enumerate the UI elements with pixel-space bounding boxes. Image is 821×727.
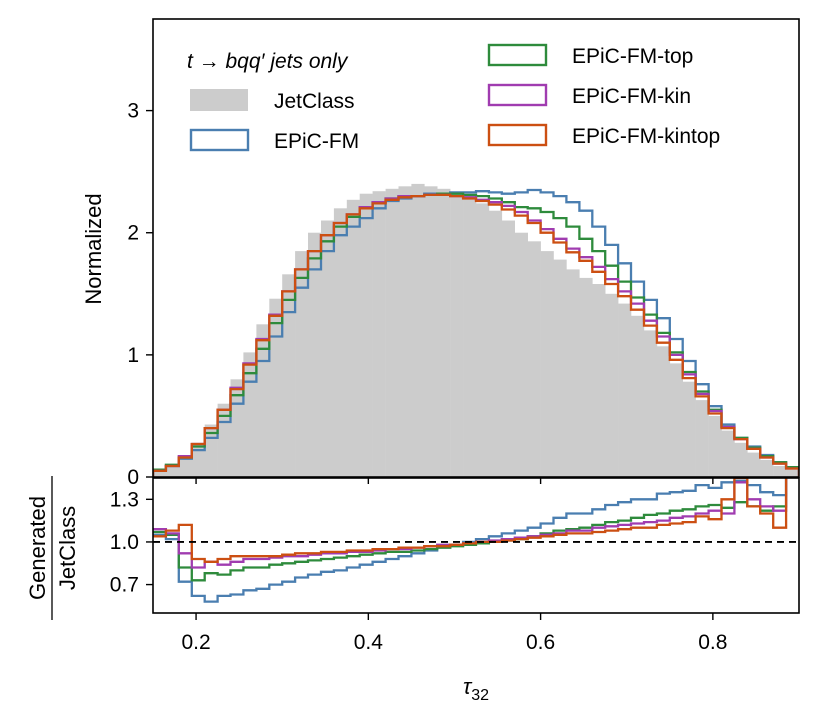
histogram-bar: [695, 400, 709, 477]
histogram-bar: [153, 470, 167, 477]
histogram-bar: [669, 363, 683, 477]
ratio-y-tick-label: 1.0: [110, 531, 139, 554]
histogram-bar: [243, 352, 257, 477]
histogram-bar: [230, 379, 244, 477]
histogram-bar: [437, 188, 451, 477]
legend-label-epic-fm-top: EPiC-FM-top: [572, 45, 693, 68]
legend-swatch-epic-fm: [189, 128, 250, 152]
histogram-bar: [191, 442, 205, 477]
histogram-bar: [644, 330, 658, 477]
legend-label-epic-fm: EPiC-FM: [274, 130, 359, 153]
histogram-bar: [786, 469, 799, 477]
ratio-line-epic-fm-top: [153, 478, 788, 582]
legend-swatch-epic-fm-kin: [487, 83, 548, 107]
legend-label-epic-fm-kin: EPiC-FM-kin: [572, 85, 691, 108]
histogram-bar: [514, 232, 528, 477]
ratio-axes-frame: [152, 477, 800, 614]
histogram-bar: [424, 186, 438, 477]
histogram-bar: [631, 315, 645, 477]
y-tick-label: 3: [127, 100, 139, 123]
histogram-bar: [721, 430, 735, 477]
histogram-bar: [372, 191, 386, 477]
ratio-plot-area: [153, 478, 799, 603]
histogram-bar: [295, 251, 309, 477]
histogram-bar: [411, 183, 425, 477]
legend-swatch-epic-fm-top: [487, 43, 548, 67]
ratio-panel: 0.7 1.0 1.3 0.2 0.4 0.6 0.8: [110, 477, 800, 654]
histogram-bar: [398, 186, 412, 477]
histogram-bar: [734, 442, 748, 477]
legend-title: t → bqq′ jets only: [187, 50, 349, 73]
histogram-bar: [165, 466, 180, 477]
histogram-bar: [747, 452, 761, 477]
histogram-bar: [308, 232, 322, 477]
histogram-bar: [333, 208, 348, 477]
histogram-bar: [527, 241, 541, 477]
main-y-axis-label: Normalized: [81, 193, 106, 304]
histogram-bar: [618, 303, 632, 477]
histogram-bar: [579, 277, 593, 477]
y-tick-label: 1: [127, 344, 139, 367]
y-tick-label: 2: [127, 222, 139, 245]
histogram-bar: [501, 220, 515, 477]
ratio-y-axis-label-bottom: JetClass: [55, 506, 80, 590]
series-jetclass: [153, 183, 799, 477]
legend: t → bqq′ jets only JetClass EPiC-FM EPiC-FM…: [187, 43, 720, 153]
main-panel: 0 1 2 3: [127, 18, 800, 489]
ratio-y-axis-label-top: Generated: [25, 496, 50, 600]
histogram-bar: [256, 324, 270, 477]
histogram-bar: [682, 381, 696, 477]
histogram-bar: [488, 210, 503, 477]
x-tick-label: 0.2: [181, 631, 210, 654]
x-tick-label: 0.4: [354, 631, 384, 654]
histogram-bar: [321, 220, 335, 477]
histogram-bar: [217, 403, 231, 477]
histogram-bar: [566, 269, 580, 477]
x-tick-label: 0.8: [698, 631, 727, 654]
main-axes-frame: [152, 18, 800, 478]
histogram-bar: [178, 456, 192, 477]
histogram-bar: [605, 293, 619, 477]
legend-swatch-epic-fm-kintop: [487, 123, 548, 147]
histogram-bar: [553, 259, 567, 477]
x-axis-label: τ32: [463, 674, 489, 704]
histogram-bar: [476, 203, 490, 477]
legend-label-epic-fm-kintop: EPiC-FM-kintop: [572, 125, 720, 148]
y-tick-label: 0: [127, 466, 139, 489]
legend-swatch-jetclass: [190, 89, 248, 111]
ratio-y-tick-label: 1.3: [110, 488, 139, 511]
histogram-bar: [385, 188, 399, 477]
histogram-bar: [463, 196, 477, 477]
main-plot-area: [153, 183, 799, 477]
ratio-line-epic-fm: [153, 478, 788, 603]
histogram-bar: [592, 284, 606, 477]
series-line-epic-fm-kintop: [153, 193, 799, 477]
histogram-bar: [708, 415, 722, 477]
histogram-bar: [359, 193, 373, 477]
histogram-bar: [282, 274, 296, 477]
histogram-bar: [269, 298, 283, 477]
histogram-bar: [346, 199, 360, 477]
ratio-y-tick-label: 0.7: [110, 574, 139, 597]
axis-labels: Normalized Generated JetClass τ32: [25, 193, 489, 704]
histogram-bar: [760, 459, 774, 477]
histogram-bar: [773, 466, 787, 477]
histogram-bar: [450, 192, 464, 477]
ratio-line-epic-fm-kin: [153, 478, 788, 569]
legend-label-jetclass: JetClass: [274, 90, 355, 113]
histogram-bar: [540, 251, 554, 477]
histogram-bar: [656, 346, 671, 477]
x-tick-label: 0.6: [526, 631, 555, 654]
